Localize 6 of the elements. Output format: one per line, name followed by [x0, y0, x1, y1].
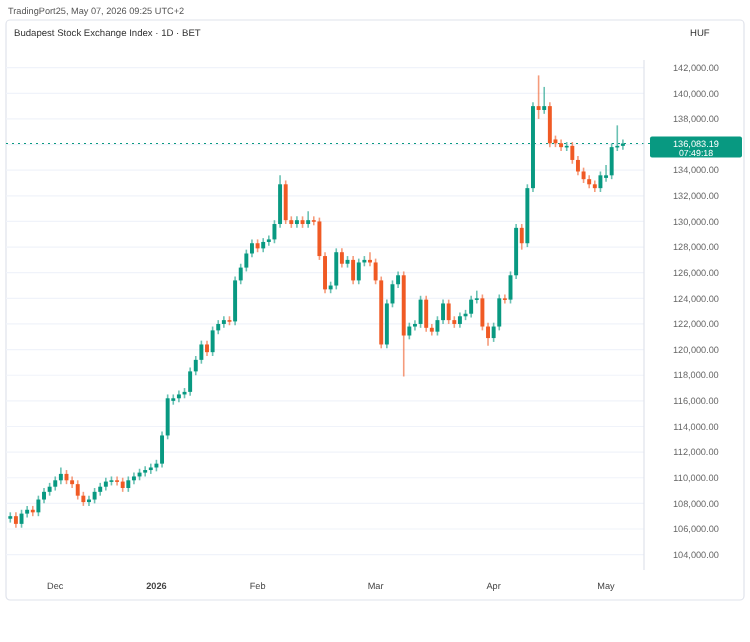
candlestick: [502, 293, 507, 305]
candlestick: [8, 511, 13, 524]
candlestick: [115, 475, 120, 487]
candlestick: [306, 210, 311, 229]
candlestick: [474, 289, 479, 305]
candlestick: [604, 164, 609, 183]
